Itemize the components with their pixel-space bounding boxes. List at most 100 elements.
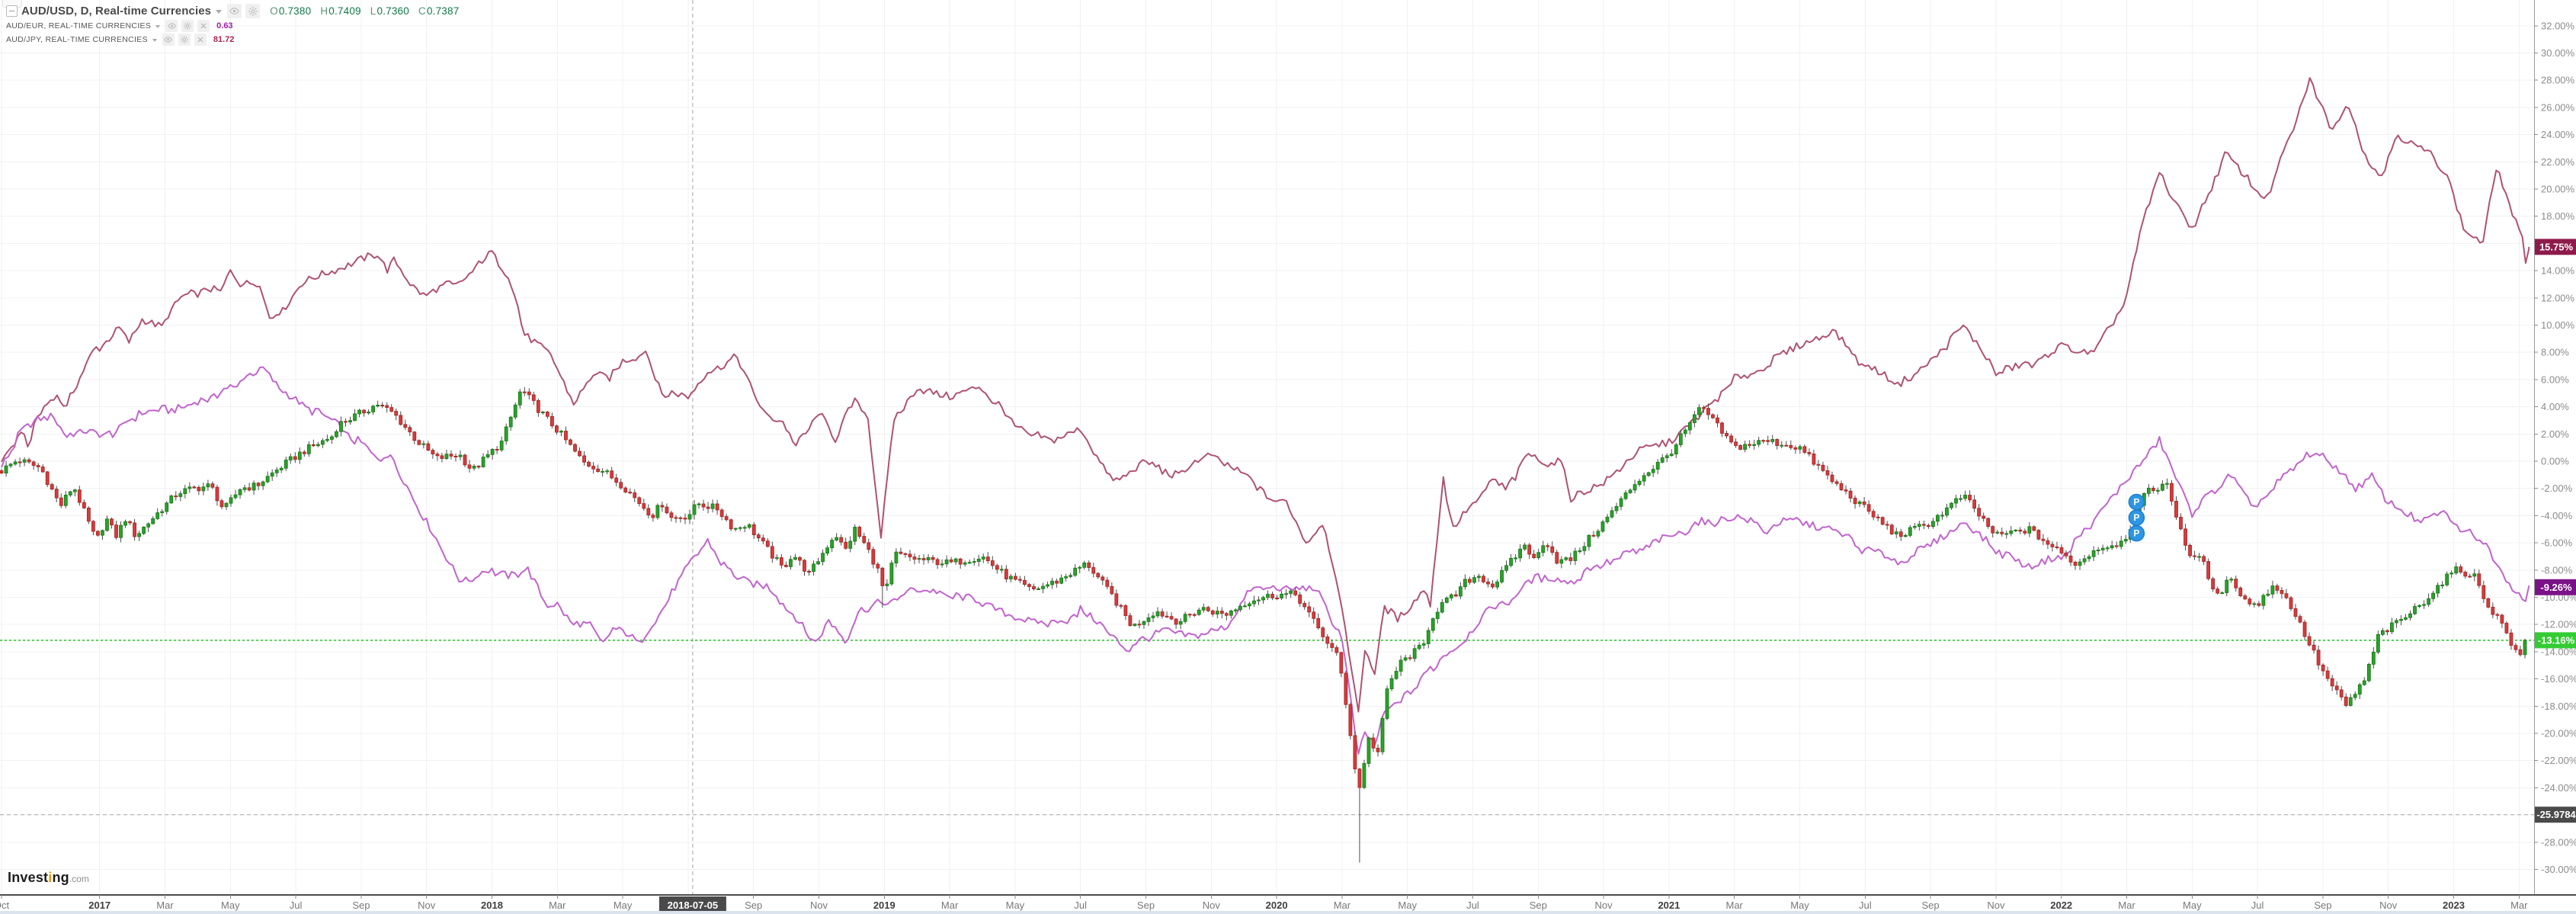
svg-text:Sep: Sep (2314, 900, 2331, 911)
collapse-panel-icon[interactable] (6, 5, 18, 17)
gear-icon (181, 36, 188, 43)
svg-text:Jul: Jul (290, 900, 303, 911)
svg-text:Nov: Nov (418, 900, 436, 911)
svg-text:May: May (2183, 900, 2202, 911)
svg-text:-9.26%: -9.26% (2540, 582, 2572, 593)
eye-icon (167, 23, 176, 29)
compare-symbol-audeur[interactable]: AUD/EUR, REAL-TIME CURRENCIES (6, 21, 152, 30)
svg-text:18.00%: 18.00% (2541, 210, 2575, 222)
svg-text:Mar: Mar (549, 900, 566, 911)
svg-text:May: May (221, 900, 240, 911)
svg-text:Mar: Mar (1334, 900, 1351, 911)
svg-text:2023: 2023 (2443, 900, 2465, 911)
bottom-scroll-strip[interactable] (0, 911, 2576, 914)
svg-text:Mar: Mar (2510, 900, 2528, 911)
settings-button[interactable] (178, 34, 191, 46)
svg-text:-18.00%: -18.00% (2541, 701, 2576, 712)
svg-text:-16.00%: -16.00% (2541, 673, 2576, 685)
visibility-toggle-button[interactable] (227, 4, 242, 18)
eye-icon (164, 37, 173, 43)
svg-text:Sep: Sep (1530, 900, 1547, 911)
gear-icon (184, 22, 191, 30)
svg-text:12.00%: 12.00% (2541, 292, 2575, 303)
svg-text:30.00%: 30.00% (2541, 47, 2575, 59)
chevron-down-icon[interactable] (152, 39, 157, 42)
legend-compare-row-audjpy: AUD/JPY, REAL-TIME CURRENCIES 81.72 (6, 34, 468, 46)
svg-text:26.00%: 26.00% (2541, 101, 2575, 113)
close-icon (197, 37, 203, 43)
remove-series-button[interactable] (194, 34, 207, 46)
svg-text:Nov: Nov (810, 900, 828, 911)
svg-text:Oct: Oct (0, 900, 9, 911)
svg-text:-6.00%: -6.00% (2541, 537, 2573, 549)
svg-text:8.00%: 8.00% (2541, 347, 2569, 358)
gear-icon (248, 6, 258, 16)
svg-text:-2.00%: -2.00% (2541, 483, 2573, 494)
compare-value-audjpy: 81.72 (213, 35, 235, 44)
chevron-down-icon[interactable] (216, 10, 223, 14)
svg-text:P: P (2133, 512, 2139, 523)
svg-text:P: P (2133, 528, 2139, 539)
svg-text:Nov: Nov (1595, 900, 1613, 911)
legend-main-row: AUD/USD, D, Real-time Currencies O0.7380… (6, 4, 468, 18)
svg-text:-4.00%: -4.00% (2541, 510, 2573, 521)
svg-text:-25.9784: -25.9784 (2536, 809, 2576, 820)
svg-text:Sep: Sep (1922, 900, 1940, 911)
svg-text:15.75%: 15.75% (2539, 241, 2574, 252)
svg-text:-12.00%: -12.00% (2541, 619, 2576, 630)
svg-text:Mar: Mar (156, 900, 174, 911)
svg-text:-22.00%: -22.00% (2541, 755, 2576, 766)
settings-button[interactable] (245, 4, 261, 18)
visibility-toggle-button[interactable] (162, 34, 175, 46)
svg-text:2018: 2018 (481, 900, 503, 911)
svg-text:-28.00%: -28.00% (2541, 836, 2576, 848)
svg-text:Jul: Jul (2251, 900, 2264, 911)
compare-value-audeur: 0.63 (216, 21, 233, 30)
svg-text:-13.16%: -13.16% (2538, 634, 2575, 646)
svg-text:24.00%: 24.00% (2541, 129, 2575, 140)
close-icon (200, 23, 207, 29)
svg-text:2017: 2017 (88, 900, 111, 911)
svg-text:2.00%: 2.00% (2541, 428, 2569, 440)
svg-text:Jul: Jul (1466, 900, 1479, 911)
svg-text:May: May (614, 900, 633, 911)
svg-text:32.00%: 32.00% (2541, 20, 2575, 31)
legend-compare-row-audeur: AUD/EUR, REAL-TIME CURRENCIES 0.63 (6, 20, 468, 32)
svg-text:Sep: Sep (745, 900, 762, 911)
svg-text:May: May (1790, 900, 1809, 911)
symbol-title[interactable]: AUD/USD, D, Real-time Currencies (21, 5, 212, 18)
remove-series-button[interactable] (197, 20, 210, 32)
investing-logo[interactable]: Investing.com (8, 870, 89, 885)
visibility-toggle-button[interactable] (165, 20, 178, 32)
svg-text:Nov: Nov (1203, 900, 1221, 911)
chevron-down-icon[interactable] (155, 25, 161, 28)
ohlc-values: O0.7380 H0.7409 L0.7360 C0.7387 (270, 5, 460, 17)
svg-text:22.00%: 22.00% (2541, 156, 2575, 168)
svg-text:Nov: Nov (2379, 900, 2398, 911)
svg-text:P: P (2133, 497, 2139, 508)
svg-text:-8.00%: -8.00% (2541, 564, 2573, 576)
svg-text:Mar: Mar (2118, 900, 2135, 911)
eye-icon (229, 8, 239, 14)
svg-text:2020: 2020 (1266, 900, 1288, 911)
svg-text:14.00%: 14.00% (2541, 265, 2575, 277)
legend: AUD/USD, D, Real-time Currencies O0.7380… (6, 4, 468, 47)
svg-text:2019: 2019 (873, 900, 896, 911)
svg-text:Mar: Mar (941, 900, 959, 911)
settings-button[interactable] (181, 20, 194, 32)
svg-text:Mar: Mar (1726, 900, 1744, 911)
svg-text:2021: 2021 (1658, 900, 1680, 911)
svg-text:May: May (1398, 900, 1417, 911)
compare-symbol-audjpy[interactable]: AUD/JPY, REAL-TIME CURRENCIES (6, 35, 148, 44)
svg-text:2018-07-05: 2018-07-05 (668, 900, 719, 911)
svg-text:Nov: Nov (1987, 900, 2005, 911)
svg-text:10.00%: 10.00% (2541, 319, 2575, 331)
svg-text:-24.00%: -24.00% (2541, 782, 2576, 794)
svg-text:28.00%: 28.00% (2541, 75, 2575, 86)
svg-text:-30.00%: -30.00% (2541, 864, 2576, 875)
svg-text:Jul: Jul (1074, 900, 1087, 911)
svg-text:May: May (1006, 900, 1025, 911)
svg-text:-14.00%: -14.00% (2541, 646, 2576, 657)
